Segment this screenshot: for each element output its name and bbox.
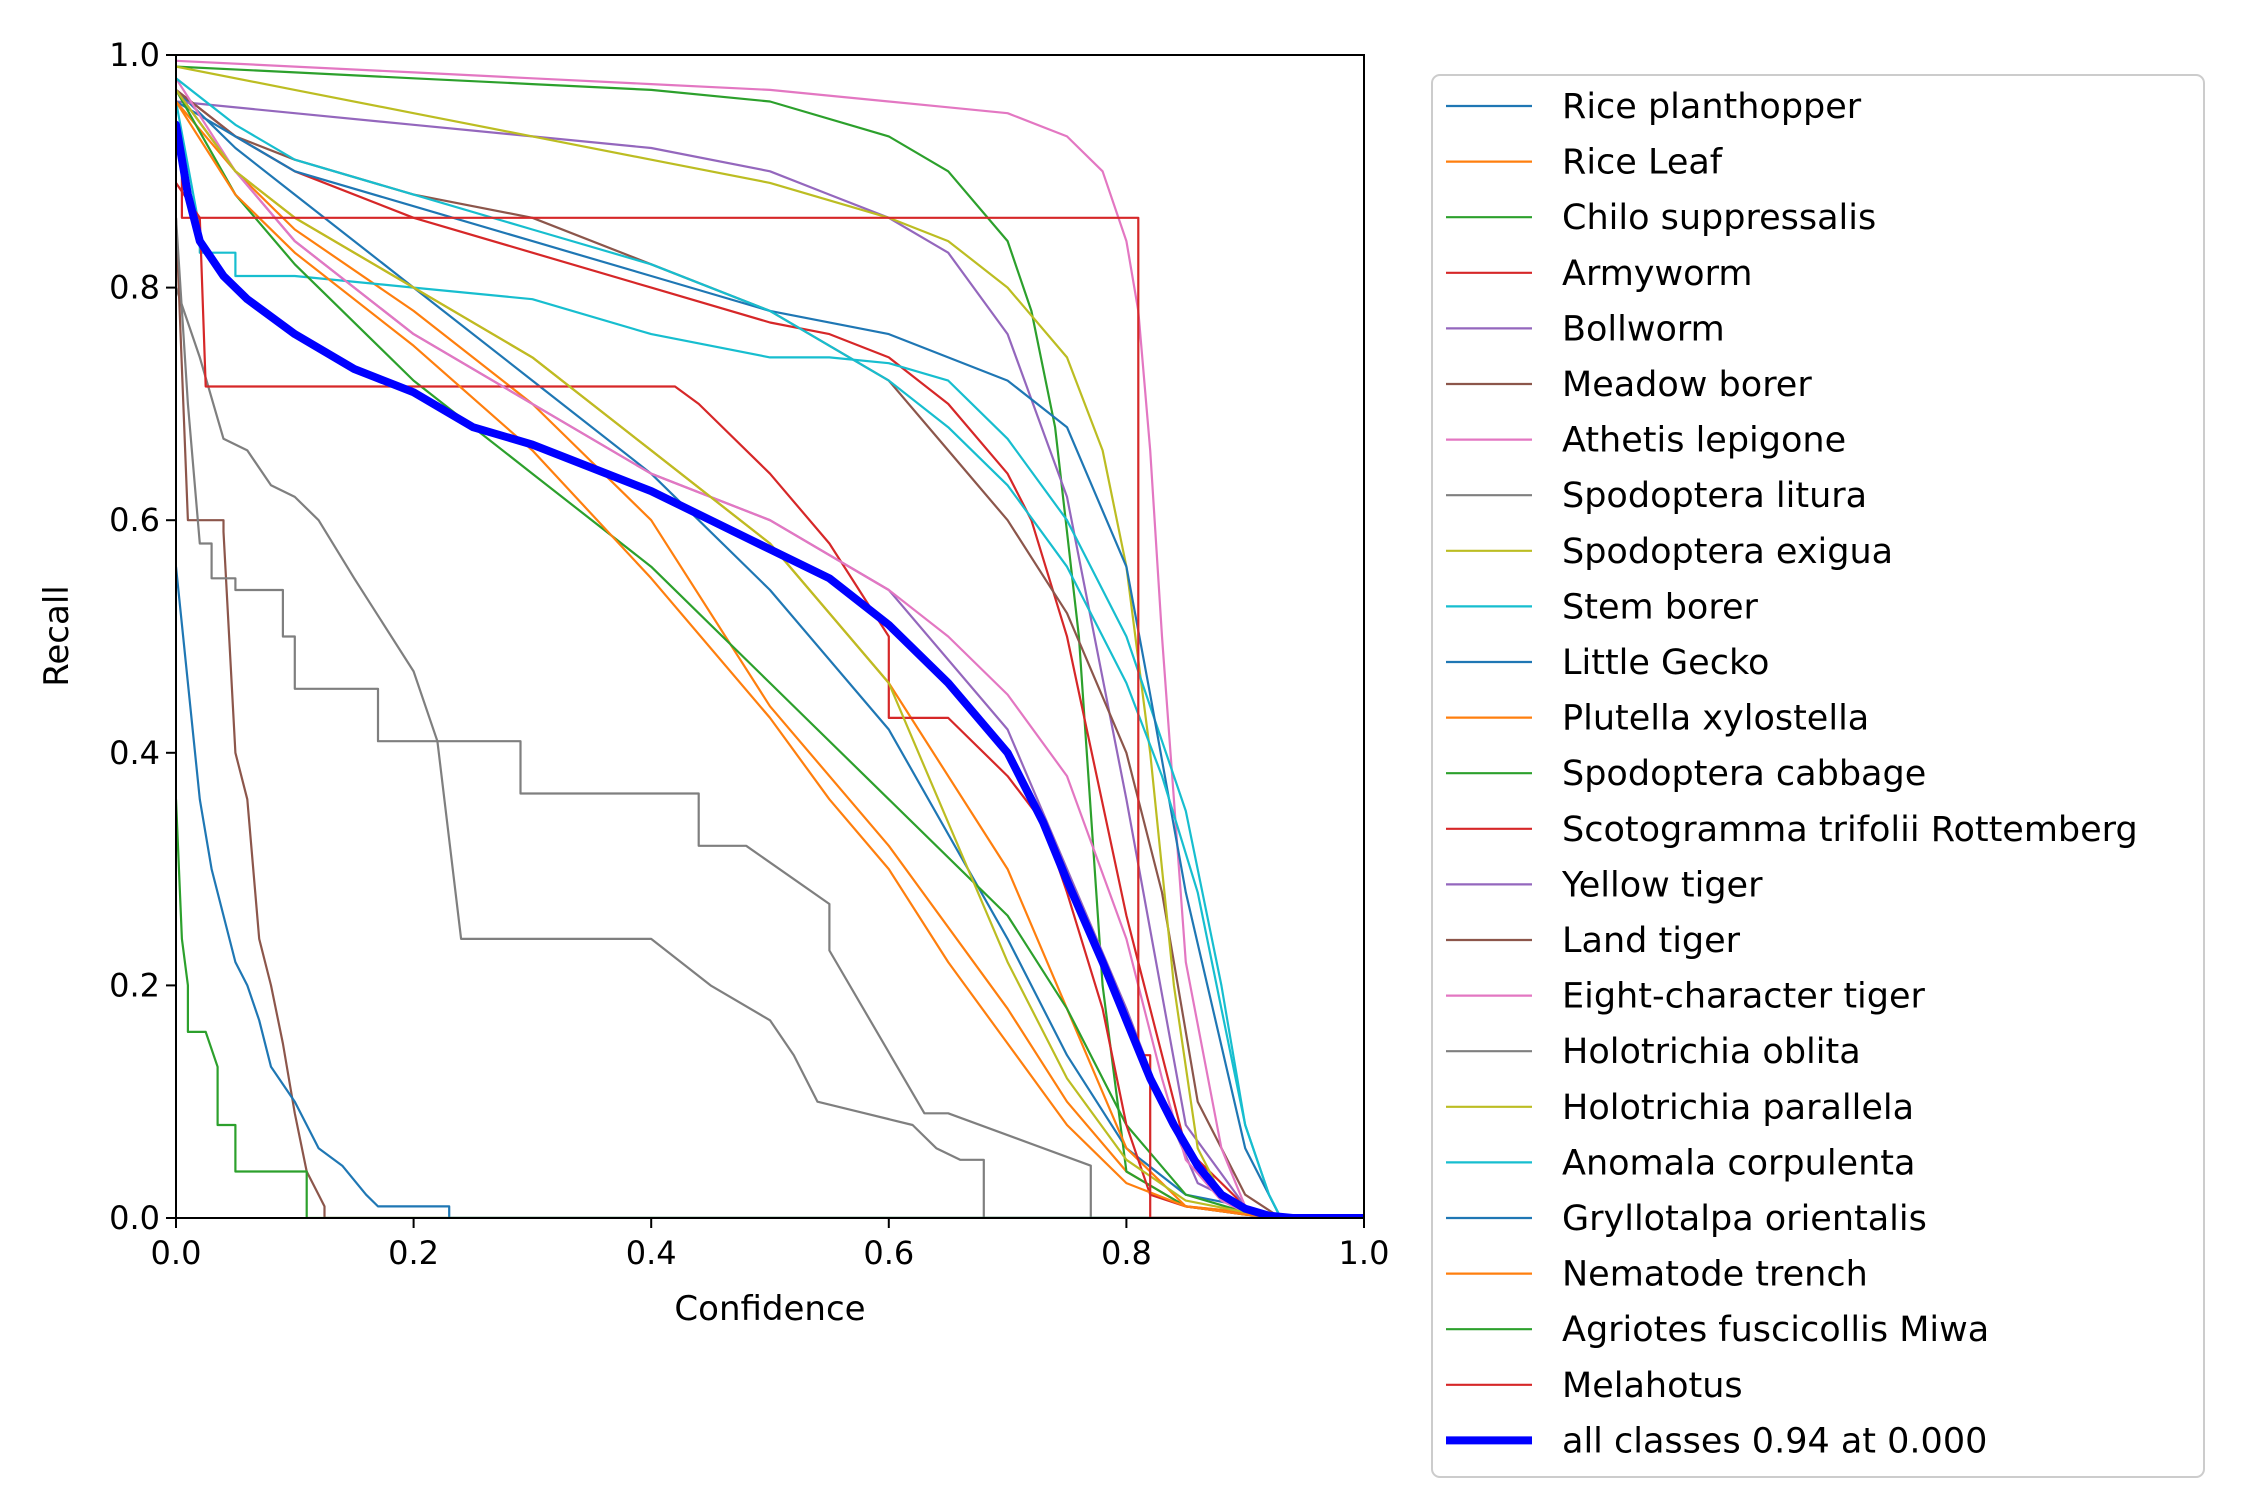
series-line-20 xyxy=(176,77,1364,1218)
x-tick-label: 0.2 xyxy=(388,1234,439,1272)
legend-label: Spodoptera exigua xyxy=(1562,532,1893,572)
legend-label: Athetis lepigone xyxy=(1562,421,1846,461)
series-layer xyxy=(176,59,1364,1218)
legend-label: Rice Leaf xyxy=(1562,143,1723,183)
y-tick-label: 0.2 xyxy=(109,966,160,1004)
x-tick-label: 0.6 xyxy=(863,1234,914,1272)
x-axis-ticks: 0.0 0.2 0.4 0.6 0.8 1.0 xyxy=(151,1218,1390,1272)
legend-label: Rice planthopper xyxy=(1562,87,1862,127)
series-line-11 xyxy=(176,100,1364,1218)
series-line-16 xyxy=(176,217,1364,1218)
legend-label: Little Gecko xyxy=(1562,643,1769,683)
series-line-18 xyxy=(176,217,1364,1218)
legend-label: Scotogramma trifolii Rottemberg xyxy=(1562,810,2138,850)
series-line-all-classes xyxy=(176,120,1364,1218)
legend-label: Bollworm xyxy=(1562,309,1725,349)
legend-label: Holotrichia parallela xyxy=(1562,1088,1914,1128)
series-line-23 xyxy=(176,799,1364,1218)
legend-label: Land tiger xyxy=(1562,921,1741,961)
x-tick-label: 0.4 xyxy=(626,1234,677,1272)
legend-label: Yellow tiger xyxy=(1561,865,1763,905)
y-tick-label: 0.6 xyxy=(109,501,160,539)
x-tick-label: 1.0 xyxy=(1339,1234,1390,1272)
legend-label: Meadow borer xyxy=(1562,365,1812,405)
legend-frame xyxy=(1431,74,2205,1478)
y-axis-label: Recall xyxy=(37,585,77,686)
series-line-22 xyxy=(176,100,1364,1218)
legend-label: Chilo suppressalis xyxy=(1562,198,1876,238)
legend-label: Nematode trench xyxy=(1562,1255,1868,1295)
series-line-17 xyxy=(176,77,1364,1218)
legend-label: Agriotes fuscicollis Miwa xyxy=(1562,1310,1989,1350)
plot-frame xyxy=(175,54,1365,1219)
x-axis-label: Confidence xyxy=(674,1289,865,1329)
legend-label: Spodoptera cabbage xyxy=(1562,754,1926,794)
series-line-19 xyxy=(176,89,1364,1218)
series-line-21 xyxy=(176,566,1364,1218)
legend-label: Eight-character tiger xyxy=(1562,977,1926,1017)
legend-label: Gryllotalpa orientalis xyxy=(1562,1199,1927,1239)
y-tick-label: 0.8 xyxy=(109,269,160,307)
legend-label: Melahotus xyxy=(1562,1366,1743,1406)
legend: Rice planthopper Rice Leaf Chilo suppressa… xyxy=(1431,74,2205,1478)
x-tick-label: 0.0 xyxy=(151,1234,202,1272)
legend-entries: Rice planthopper Rice Leaf Chilo suppressa… xyxy=(1446,87,2138,1461)
y-axis-ticks: 0.0 0.2 0.4 0.6 0.8 1.0 xyxy=(109,36,176,1237)
legend-label: Plutella xylostella xyxy=(1562,699,1869,739)
y-tick-label: 0.0 xyxy=(109,1199,160,1237)
legend-label: all classes 0.94 at 0.000 xyxy=(1562,1421,1987,1461)
legend-label: Armyworm xyxy=(1562,254,1752,294)
series-line-5 xyxy=(176,100,1364,1218)
series-line-13 xyxy=(176,89,1364,1218)
series-line-14 xyxy=(176,182,1364,1218)
legend-label: Holotrichia oblita xyxy=(1562,1032,1861,1072)
legend-label: Stem borer xyxy=(1562,587,1758,627)
x-tick-label: 0.8 xyxy=(1101,1234,1152,1272)
y-tick-label: 1.0 xyxy=(109,36,160,74)
legend-label: Spodoptera litura xyxy=(1562,476,1867,516)
y-tick-label: 0.4 xyxy=(109,734,160,772)
series-line-8 xyxy=(176,287,1364,1218)
legend-label: Anomala corpulenta xyxy=(1562,1143,1915,1183)
series-line-10 xyxy=(176,101,1364,1218)
series-line-7 xyxy=(176,59,1364,1218)
